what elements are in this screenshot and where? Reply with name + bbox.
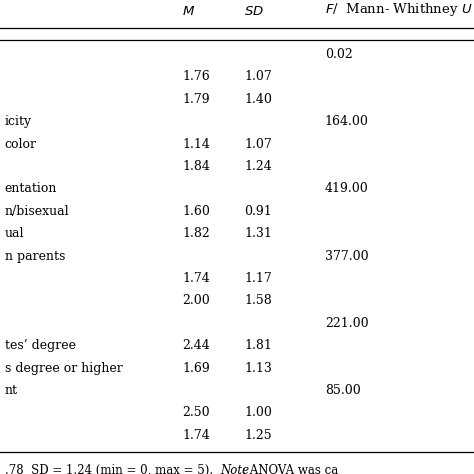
Text: 419.00: 419.00 <box>325 182 368 195</box>
Text: icity: icity <box>5 115 32 128</box>
Text: 1.00: 1.00 <box>244 406 272 419</box>
Text: 1.31: 1.31 <box>244 227 272 240</box>
Text: 1.74: 1.74 <box>182 272 210 285</box>
Text: 1.07: 1.07 <box>244 137 272 151</box>
Text: color: color <box>5 137 37 151</box>
Text: 1.81: 1.81 <box>244 339 272 352</box>
Text: 85.00: 85.00 <box>325 384 360 397</box>
Text: 1.74: 1.74 <box>182 429 210 442</box>
Text: entation: entation <box>5 182 57 195</box>
Text: 1.07: 1.07 <box>244 71 272 83</box>
Text: 221.00: 221.00 <box>325 317 368 330</box>
Text: 1.58: 1.58 <box>244 294 272 308</box>
Text: 1.60: 1.60 <box>182 205 210 218</box>
Text: Note: Note <box>220 464 249 474</box>
Text: 1.40: 1.40 <box>244 93 272 106</box>
Text: 1.84: 1.84 <box>182 160 210 173</box>
Text: .78  SD = 1.24 (min = 0, max = 5).: .78 SD = 1.24 (min = 0, max = 5). <box>5 464 220 474</box>
Text: 377.00: 377.00 <box>325 250 368 263</box>
Text: 1.25: 1.25 <box>244 429 272 442</box>
Text: 0.02: 0.02 <box>325 48 353 61</box>
Text: 0.91: 0.91 <box>244 205 272 218</box>
Text: nt: nt <box>5 384 18 397</box>
Text: 2.00: 2.00 <box>182 294 210 308</box>
Text: $M$: $M$ <box>182 5 196 18</box>
Text: 1.14: 1.14 <box>182 137 210 151</box>
Text: 1.69: 1.69 <box>182 362 210 374</box>
Text: n/bisexual: n/bisexual <box>5 205 69 218</box>
Text: $F$/  Mann- Whithney $U$: $F$/ Mann- Whithney $U$ <box>325 1 472 18</box>
Text: 1.76: 1.76 <box>182 71 210 83</box>
Text: 2.50: 2.50 <box>182 406 210 419</box>
Text: : ANOVA was ca: : ANOVA was ca <box>242 464 338 474</box>
Text: 1.13: 1.13 <box>244 362 272 374</box>
Text: 1.24: 1.24 <box>244 160 272 173</box>
Text: 1.79: 1.79 <box>182 93 210 106</box>
Text: tes’ degree: tes’ degree <box>5 339 76 352</box>
Text: s degree or higher: s degree or higher <box>5 362 122 374</box>
Text: 1.82: 1.82 <box>182 227 210 240</box>
Text: 2.44: 2.44 <box>182 339 210 352</box>
Text: 164.00: 164.00 <box>325 115 369 128</box>
Text: ual: ual <box>5 227 24 240</box>
Text: $SD$: $SD$ <box>244 5 264 18</box>
Text: 1.17: 1.17 <box>244 272 272 285</box>
Text: n parents: n parents <box>5 250 65 263</box>
